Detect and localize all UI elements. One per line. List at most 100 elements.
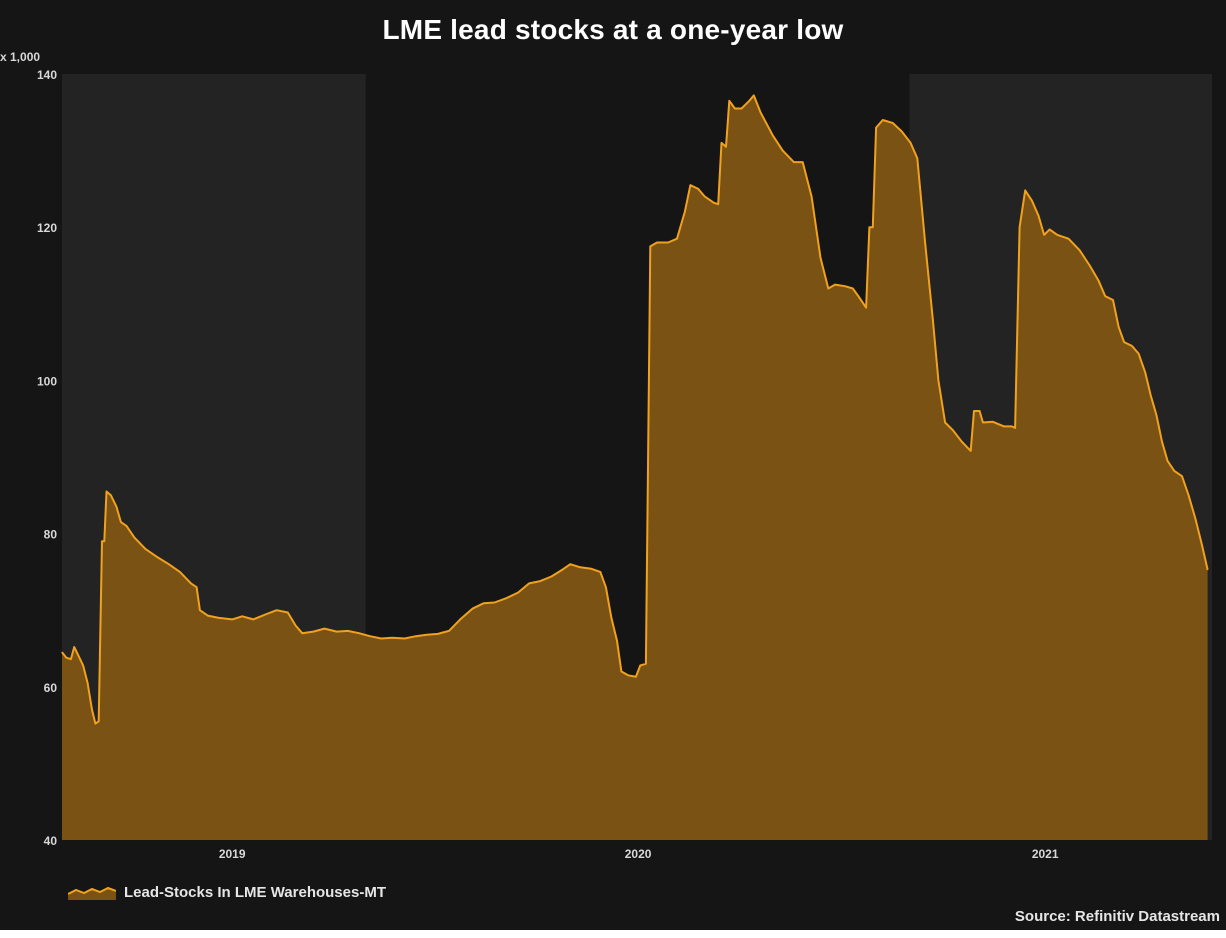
- data-point: [620, 670, 623, 673]
- data-point: [1188, 494, 1190, 496]
- data-point: [110, 494, 112, 496]
- x-tick-label: 2020: [625, 847, 652, 861]
- data-point: [1049, 228, 1051, 231]
- y-tick-label: 80: [44, 528, 58, 542]
- data-point: [539, 580, 541, 582]
- data-point: [218, 617, 220, 619]
- data-point: [978, 410, 981, 412]
- data-point: [868, 226, 871, 228]
- data-point: [973, 410, 975, 412]
- data-point: [301, 632, 303, 634]
- data-point: [70, 658, 72, 660]
- data-point: [1089, 264, 1091, 267]
- data-point: [635, 676, 637, 678]
- data-point: [676, 238, 678, 240]
- data-point: [190, 582, 192, 584]
- data-point: [819, 257, 822, 259]
- data-point: [103, 540, 105, 542]
- data-point: [448, 630, 450, 632]
- data-point: [252, 618, 254, 620]
- data-point: [1112, 299, 1114, 301]
- data-point: [86, 682, 89, 684]
- data-point: [952, 429, 954, 431]
- data-point: [94, 722, 96, 725]
- data-point: [1031, 199, 1033, 201]
- data-point: [133, 536, 135, 539]
- data-point: [199, 609, 201, 611]
- data-point: [403, 637, 406, 640]
- y-tick-label: 140: [37, 68, 57, 82]
- data-point: [713, 202, 715, 204]
- data-point: [970, 450, 972, 452]
- data-point: [1123, 341, 1125, 343]
- data-point: [901, 130, 903, 133]
- data-point: [1018, 226, 1021, 228]
- data-point: [875, 127, 877, 129]
- data-point: [336, 631, 338, 633]
- data-point: [740, 107, 743, 110]
- data-point: [1173, 470, 1175, 472]
- y-axis-ticks: 40 60 80 100 120 140: [37, 68, 57, 848]
- data-point: [561, 569, 564, 571]
- data-point: [61, 651, 63, 653]
- data-point: [1079, 249, 1081, 251]
- data-point: [550, 575, 552, 578]
- data-point: [772, 134, 774, 136]
- data-point: [579, 566, 581, 568]
- y-unit-label: x 1,000: [0, 50, 41, 64]
- data-point: [1137, 352, 1140, 355]
- data-point: [937, 379, 940, 381]
- data-point: [1037, 215, 1040, 217]
- y-tick-label: 60: [44, 681, 58, 695]
- y-tick-label: 100: [37, 374, 57, 388]
- data-point: [482, 602, 485, 604]
- data-point: [782, 150, 784, 152]
- x-tick-label: 2019: [219, 847, 246, 861]
- legend-swatch-icon: [68, 886, 116, 900]
- data-point: [312, 631, 314, 633]
- data-point: [1011, 425, 1013, 427]
- data-point: [369, 635, 371, 637]
- data-point: [865, 307, 867, 309]
- data-point: [1003, 425, 1005, 427]
- data-point: [610, 617, 613, 619]
- data-point: [358, 632, 360, 634]
- data-point: [115, 506, 118, 508]
- series-area-group: [61, 94, 1209, 840]
- data-point: [528, 582, 530, 584]
- data-point: [105, 490, 108, 493]
- data-point: [266, 613, 268, 615]
- data-point: [231, 618, 233, 620]
- data-point: [697, 188, 699, 190]
- data-point: [207, 614, 209, 617]
- data-point: [1024, 189, 1026, 192]
- data-point: [347, 630, 349, 632]
- data-point: [852, 287, 854, 290]
- data-point: [1166, 460, 1169, 462]
- data-point: [1155, 414, 1157, 416]
- x-axis-ticks: 2019 2020 2021: [219, 847, 1059, 861]
- data-point: [717, 203, 719, 205]
- data-point: [857, 295, 859, 297]
- data-point: [647, 456, 649, 458]
- data-point: [1144, 372, 1146, 374]
- data-point: [195, 586, 198, 588]
- data-point: [944, 421, 946, 424]
- data-point: [125, 525, 128, 527]
- data-point: [720, 142, 723, 144]
- data-point: [1201, 544, 1203, 546]
- data-point: [415, 635, 417, 637]
- data-point: [753, 94, 755, 97]
- data-point: [65, 657, 68, 659]
- data-point: [276, 609, 278, 611]
- data-point: [1067, 238, 1070, 240]
- data-point: [725, 146, 727, 148]
- data-point: [426, 634, 428, 636]
- data-point: [1104, 295, 1106, 297]
- data-point: [728, 100, 730, 102]
- source-note: Source: Refinitiv Datastream: [1014, 908, 1220, 925]
- data-point: [1206, 569, 1209, 571]
- data-point: [924, 241, 926, 244]
